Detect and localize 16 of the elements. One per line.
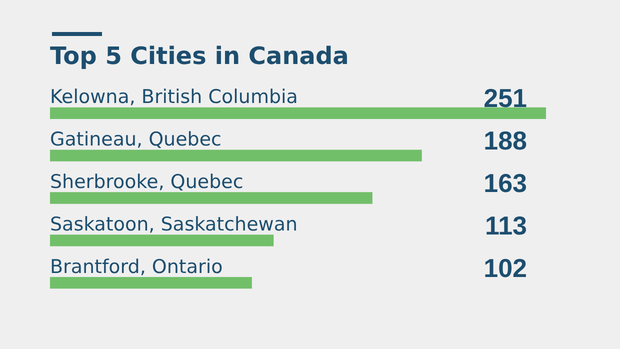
y-tick-label: Brantford, Ontario	[50, 256, 223, 278]
y-tick-label: Kelowna, British Columbia	[50, 86, 298, 108]
bar	[50, 276, 252, 289]
bar	[50, 150, 422, 162]
data-label: 251	[484, 83, 527, 114]
data-label: 113	[485, 210, 527, 240]
data-label: 188	[484, 126, 527, 156]
y-tick-label: Saskatoon, Saskatchewan	[50, 213, 298, 236]
data-label: 102	[484, 252, 527, 283]
chart-title: Top 5 Cities in Canada	[50, 42, 349, 70]
bar	[50, 192, 372, 204]
bar	[50, 107, 546, 120]
data-label: 163	[484, 168, 527, 198]
bar	[50, 234, 274, 246]
y-tick-label: Gatineau, Quebec	[50, 128, 222, 151]
y-tick-label: Sherbrooke, Quebec	[50, 171, 244, 193]
